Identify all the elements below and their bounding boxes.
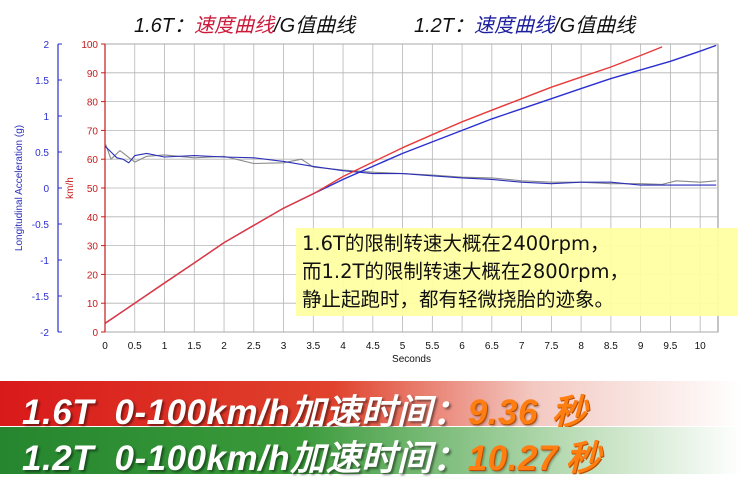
x-tick-label: 3: [281, 341, 287, 352]
x-tick-label: 1.5: [187, 341, 201, 352]
series-line-speed-16: [105, 46, 663, 324]
x-tick-label: 5: [400, 341, 406, 352]
x-tick-label: 6: [459, 341, 465, 352]
banner-1-6t-time: 9.36: [467, 393, 538, 432]
km-h-tick-label: 40: [87, 213, 99, 224]
x-tick-label: 7: [519, 341, 525, 352]
g-tick-label: -2: [40, 328, 49, 339]
x-tick-label: 7.5: [544, 341, 558, 352]
g-tick-label: 2: [43, 40, 49, 51]
km-h-tick-label: 0: [92, 328, 98, 339]
x-axis-label: Seconds: [392, 354, 431, 365]
g-tick-label: -1: [40, 256, 49, 267]
banner-1-2t-unit: 秒: [565, 439, 602, 478]
legend-1-6t-speed: 速度曲线: [194, 15, 275, 37]
x-tick-label: 0: [102, 341, 108, 352]
g-tick-label: -1.5: [32, 292, 50, 303]
banner-1-2t-text: 1.2T 0-100km/h加速时间：10.27 秒: [22, 430, 601, 481]
right-axis-label: km/h: [65, 177, 76, 199]
g-tick-label: 1.5: [35, 76, 49, 87]
left-axis-label: Longitudinal Acceleration (g): [14, 125, 25, 251]
x-tick-label: 1: [162, 341, 168, 352]
x-tick-label: 4: [340, 341, 346, 352]
rpm-note-line: 而1.2T的限制转速大概在2800rpm，: [302, 260, 629, 283]
x-tick-label: 4.5: [366, 341, 380, 352]
g-tick-label: 0.5: [35, 148, 49, 159]
axes: 0 0.5 1 1.5 2 2.5 3 3.5 4 4.5 5 5.5 6 6.5 7 7.5 8 8.5 9 9.5…: [32, 40, 706, 352]
series-lines: [105, 44, 717, 324]
legend-1-2t-g: G值曲线: [559, 15, 636, 37]
g-tick-label: 0: [43, 184, 49, 195]
x-tick-label: 8.5: [604, 341, 618, 352]
x-tick-label: 6.5: [485, 341, 499, 352]
series-line-g-12: [105, 145, 717, 186]
x-tick-label: 5.5: [425, 341, 439, 352]
banner-1-6t-unit: 秒: [551, 393, 588, 432]
legend-1-6t-label: 1.6T：: [134, 15, 195, 37]
legend-1-2t: 1.2T：速度曲线/G值曲线: [414, 9, 635, 38]
legend-1-6t-sep: /: [274, 15, 280, 37]
x-tick-label: 0.5: [128, 341, 142, 352]
km-h-tick-label: 70: [87, 126, 99, 137]
banner-1-6t-text: 1.6T 0-100km/h加速时间：9.36 秒: [22, 384, 587, 435]
km-h-tick-label: 30: [87, 242, 99, 253]
km-h-tick-label: 20: [87, 270, 99, 281]
x-tick-label: 2.5: [247, 341, 261, 352]
legend-1-6t: 1.6T：速度曲线/G值曲线: [134, 9, 355, 38]
rpm-note-line: 1.6T的限制转速大概在2400rpm，: [302, 232, 610, 255]
acceleration-chart: 0 0.5 1 1.5 2 2.5 3 3.5 4 4.5 5 5.5 6 6.5 7 7.5 8 8.5 9 9.5…: [14, 40, 719, 365]
legend-1-2t-label: 1.2T：: [414, 15, 475, 37]
km-h-tick-label: 90: [87, 69, 99, 80]
legend-1-2t-sep: /: [554, 15, 560, 37]
banner-1-2t: 1.2T 0-100km/h加速时间：10.27 秒: [0, 427, 742, 478]
banner-1-2t-time: 10.27: [467, 439, 558, 478]
x-tick-label: 3.5: [306, 341, 320, 352]
legend-1-2t-speed: 速度曲线: [474, 15, 555, 37]
banner-1-2t-label: 1.2T 0-100km/h加速时间：: [22, 439, 468, 478]
rpm-note: 1.6T的限制转速大概在2400rpm， 而1.2T的限制转速大概在2800rp…: [296, 228, 738, 316]
km-h-tick-label: 60: [87, 155, 99, 166]
x-tick-label: 9.5: [663, 341, 677, 352]
g-tick-label: -0.5: [32, 220, 50, 231]
x-tick-label: 8: [578, 341, 584, 352]
km-h-tick-label: 50: [87, 184, 99, 195]
km-h-tick-label: 80: [87, 98, 99, 109]
banner-1-6t: 1.6T 0-100km/h加速时间：9.36 秒: [0, 381, 742, 432]
x-tick-label: 9: [638, 341, 644, 352]
rpm-note-line: 静止起跑时，都有轻微挠胎的迹象。: [302, 288, 615, 311]
legend-1-6t-g: G值曲线: [279, 15, 356, 37]
g-tick-label: 1: [43, 112, 49, 123]
x-tick-label: 10: [695, 341, 707, 352]
km-h-tick-label: 100: [81, 40, 98, 51]
x-tick-label: 2: [221, 341, 227, 352]
km-h-tick-label: 10: [87, 299, 99, 310]
banner-1-6t-label: 1.6T 0-100km/h加速时间：: [22, 393, 468, 432]
